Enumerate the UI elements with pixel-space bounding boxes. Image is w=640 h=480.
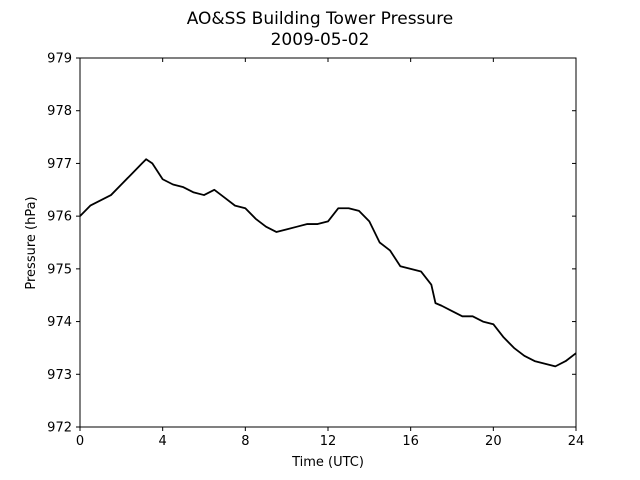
x-tick-label: 12: [320, 434, 337, 449]
x-tick-label: 24: [568, 434, 585, 449]
y-tick-label: 974: [47, 315, 72, 330]
y-tick-label: 975: [47, 262, 72, 277]
y-tick-label: 978: [47, 104, 72, 119]
plot-frame: [79, 57, 577, 428]
y-tick-label: 976: [47, 210, 72, 225]
x-tick-label: 8: [241, 434, 249, 449]
y-axis-label: Pressure (hPa): [24, 196, 39, 289]
y-tick-label: 977: [47, 157, 72, 172]
x-tick-label: 0: [76, 434, 84, 449]
x-tick-label: 16: [402, 434, 419, 449]
y-tick-label: 979: [47, 52, 72, 67]
chart-subtitle: 2009-05-02: [271, 30, 370, 50]
y-tick-label: 972: [47, 421, 72, 436]
y-tick-label: 973: [47, 368, 72, 383]
x-axis-label: Time (UTC): [291, 455, 364, 470]
x-tick-label: 4: [159, 434, 167, 449]
data-line: [79, 158, 577, 368]
x-tick-label: 20: [485, 434, 502, 449]
chart-title: AO&SS Building Tower Pressure: [187, 9, 454, 29]
